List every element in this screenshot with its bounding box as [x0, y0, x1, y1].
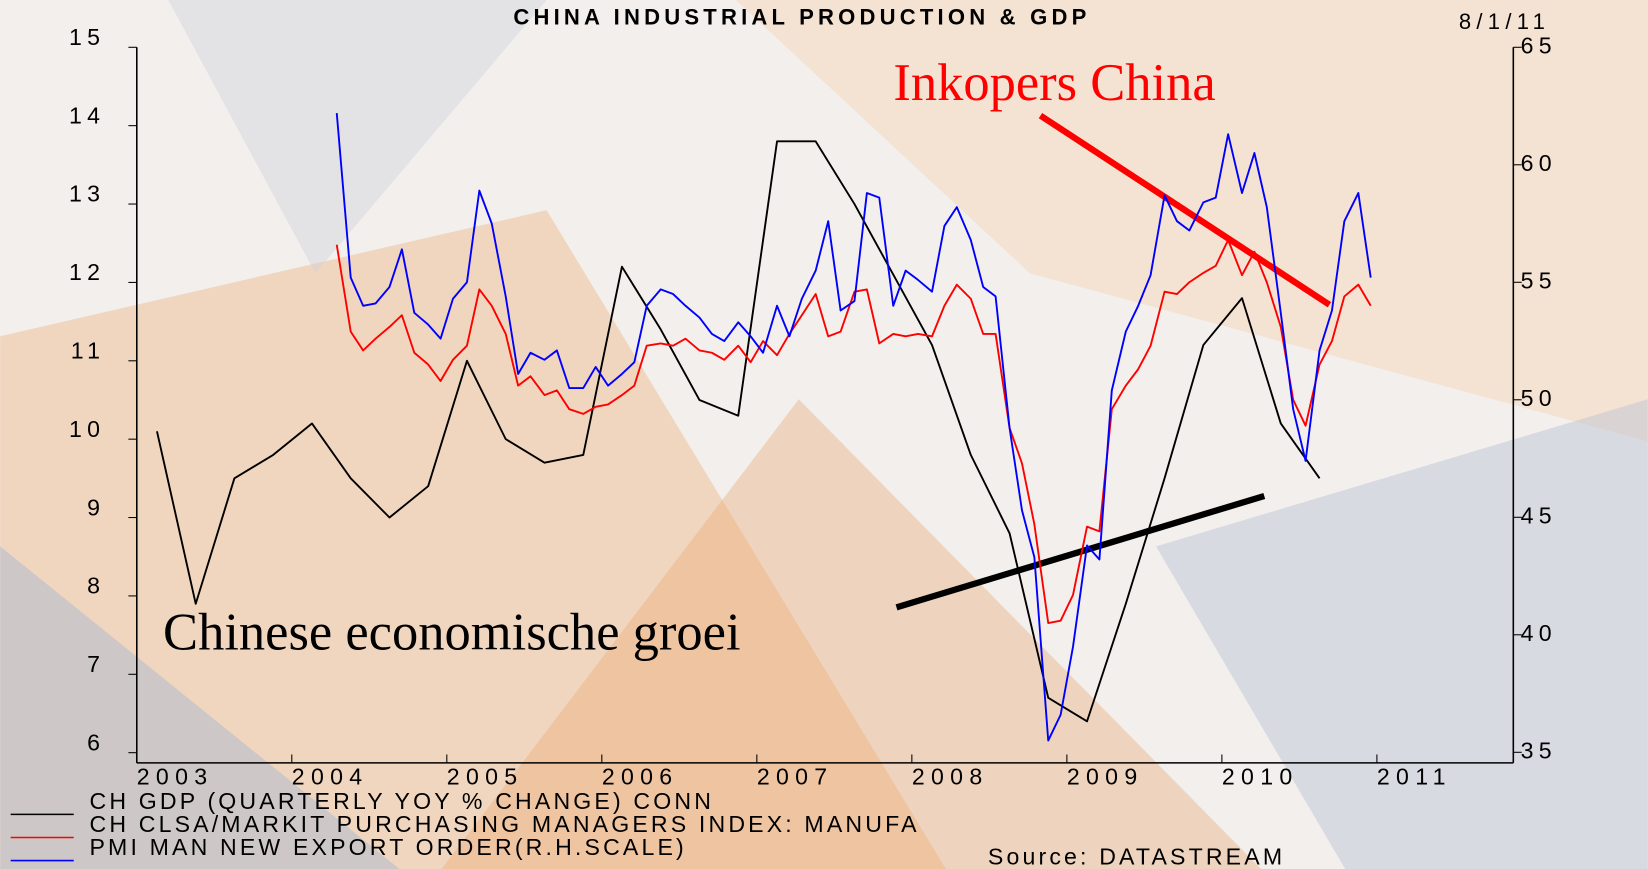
y2-tick-label: 50 [1521, 385, 1557, 411]
y2-tick-label: 65 [1521, 32, 1557, 58]
y2-tick-label: 55 [1521, 267, 1557, 293]
y-tick-label: 8 [87, 573, 105, 599]
axes [135, 47, 1515, 764]
x-tick-label: 2005 [447, 764, 524, 790]
source: Source: DATASTREAM [988, 844, 1285, 869]
legend-label: PMI MAN NEW EXPORT ORDER(R.H.SCALE) [90, 834, 687, 860]
y-tick-label: 13 [69, 181, 105, 207]
y-tick-label: 14 [69, 102, 105, 128]
annotation: Chinese economische groei [163, 603, 741, 661]
y2-tick-label: 35 [1521, 737, 1557, 763]
y2-tick-label: 60 [1521, 150, 1557, 176]
chart-title: CHINA INDUSTRIAL PRODUCTION & GDP [513, 5, 1090, 30]
annotation-line [1038, 112, 1332, 308]
y-tick-label: 6 [87, 729, 105, 755]
y-tick-label: 9 [87, 494, 105, 520]
x-tick-label: 2006 [602, 764, 679, 790]
line-series [335, 112, 1372, 742]
y2-tick-label: 45 [1521, 502, 1557, 528]
x-tick-label: 2008 [912, 764, 989, 790]
x-tick-label: 2011 [1377, 764, 1452, 790]
annotation: Inkopers China [893, 54, 1215, 112]
x-tick-label: 2004 [292, 764, 369, 790]
annotations: Inkopers China Chinese economische groei [163, 54, 1332, 661]
x-tick-label: 2010 [1222, 764, 1299, 790]
line-series [156, 140, 1321, 723]
y-tick-label: 12 [69, 259, 105, 285]
y2-tick-label: 40 [1521, 620, 1557, 646]
line-series [335, 239, 1372, 624]
y-tick-label: 7 [87, 651, 105, 677]
x-tick-label: 2009 [1067, 764, 1144, 790]
date-label: 8/1/11 [1459, 9, 1550, 34]
y-tick-label: 11 [71, 337, 106, 363]
legend-label: CH CLSA/MARKIT PURCHASING MANAGERS INDEX… [90, 811, 920, 837]
x-tick-label: 2007 [757, 764, 834, 790]
legend-label: CH GDP (QUARTERLY YOY % CHANGE) CONN [90, 788, 715, 814]
y-tick-label: 15 [69, 24, 105, 50]
y-tick-label: 10 [69, 416, 105, 442]
x-tick-label: 2003 [137, 764, 214, 790]
annotation-line [895, 492, 1266, 611]
